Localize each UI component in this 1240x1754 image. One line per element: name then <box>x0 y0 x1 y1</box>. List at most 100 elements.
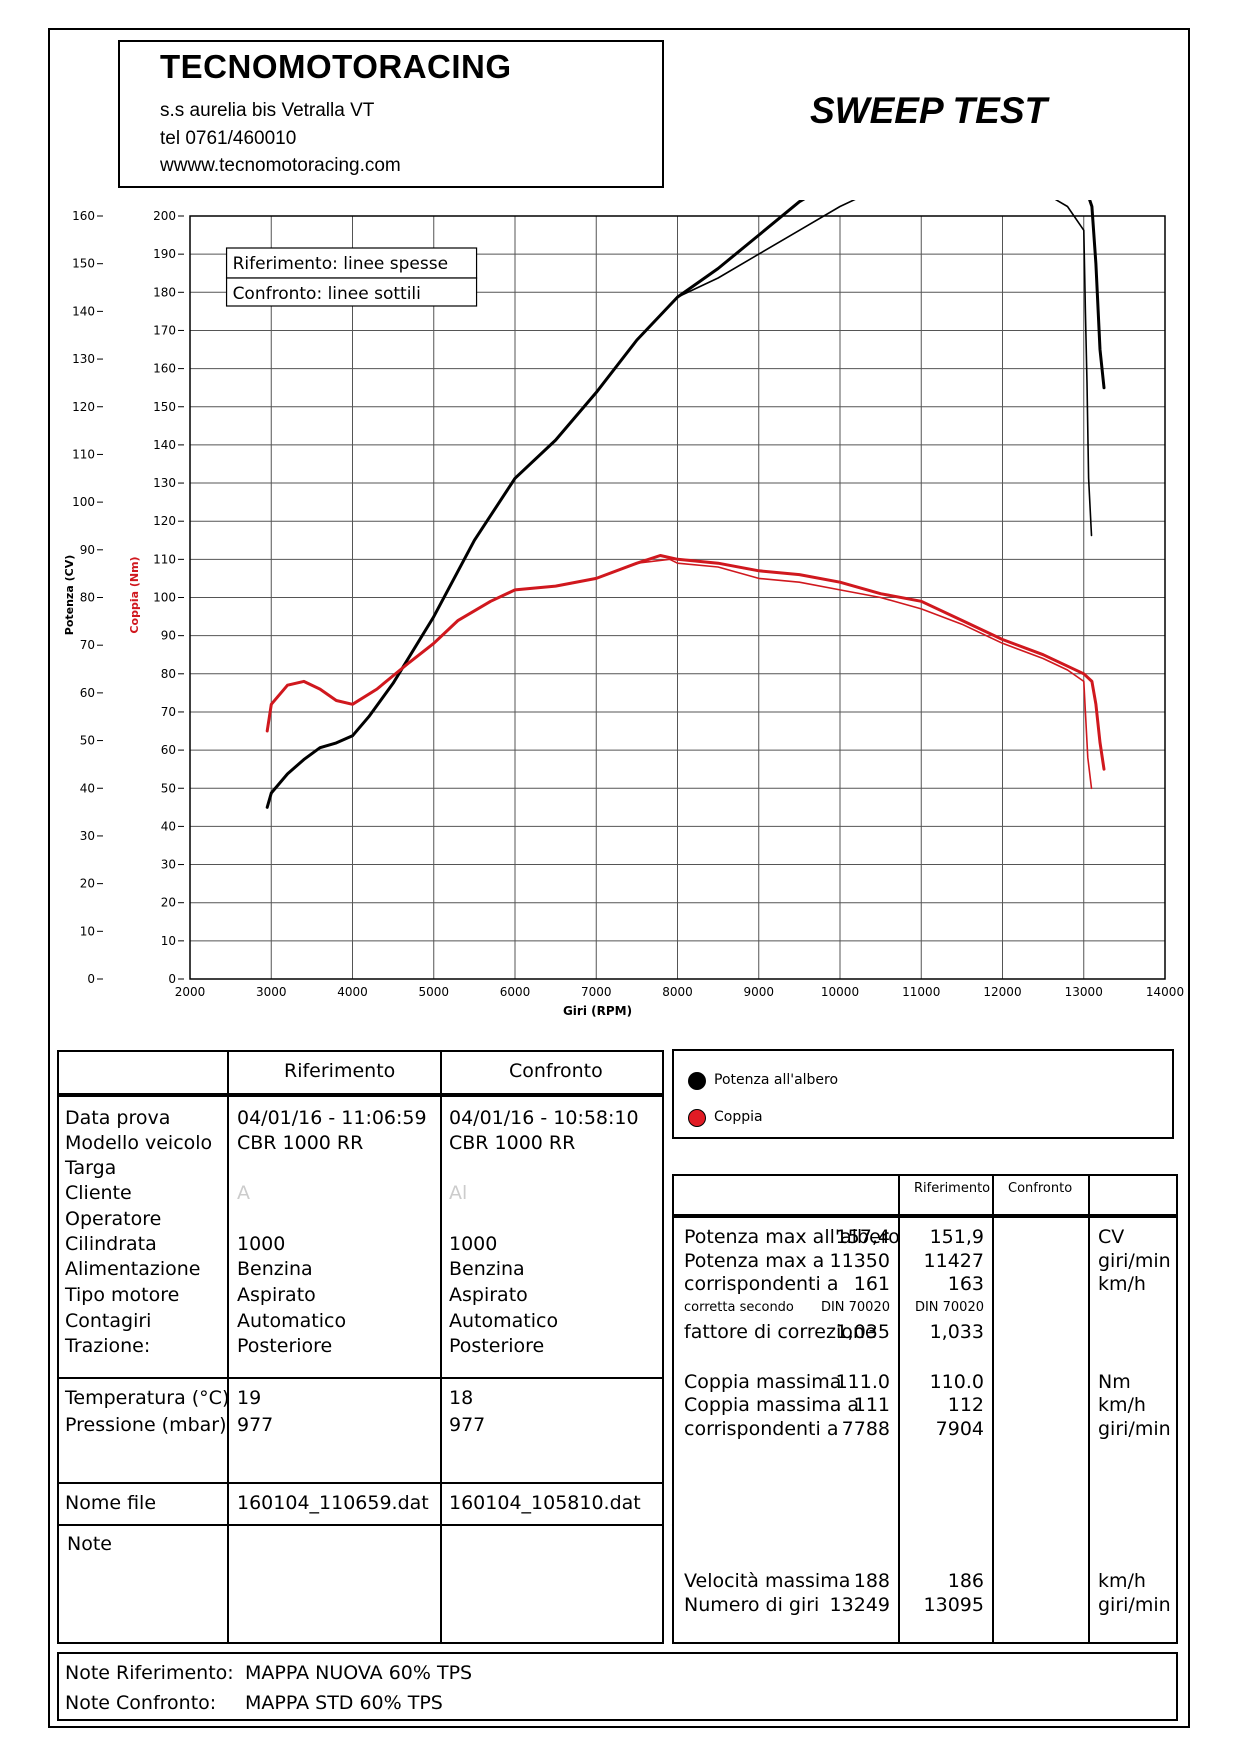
vehicle-cmp-value: 04/01/16 - 10:58:10 <box>449 1107 639 1129</box>
pressure-cmp: 977 <box>449 1414 486 1436</box>
torque-axis-label: Coppia (Nm) <box>128 556 141 633</box>
torque-tick-label: 40 <box>161 819 176 833</box>
result-ref-value: 7788 <box>841 1418 890 1440</box>
vehicle-ref-value: CBR 1000 RR <box>237 1132 364 1154</box>
torque-tick-label: 80 <box>161 667 176 681</box>
power-tick-label: 150 <box>72 257 95 271</box>
vehicle-cmp-value: Benzina <box>449 1258 525 1280</box>
result-ref-value: 161 <box>853 1273 890 1295</box>
note-ref-label: Note Riferimento: <box>65 1662 234 1684</box>
vehicle-ref-value: 04/01/16 - 11:06:59 <box>237 1107 427 1129</box>
company-phone: tel 0761/460010 <box>160 128 297 149</box>
vehicle-label: Cilindrata <box>65 1233 157 1255</box>
dyno-chart: 2000 3000 4000 5000 6000 7000 8000 9000 10000 110… <box>63 200 1184 1018</box>
legend-box: Potenza all'albero Coppia <box>672 1049 1174 1139</box>
result-label: corretta secondo <box>684 1300 794 1315</box>
result-ref-value: 13249 <box>829 1594 890 1616</box>
vehicle-table: Riferimento Confronto Data prova 04/01/16… <box>57 1050 664 1644</box>
x-tick-label: 3000 <box>256 985 287 999</box>
torque-tick-label: 170 <box>153 323 176 337</box>
vehicle-label: Operatore <box>65 1208 162 1230</box>
torque-tick-label: 190 <box>153 247 176 261</box>
result-label: Velocità massima <box>684 1570 851 1592</box>
vehicle-label: Alimentazione <box>65 1258 201 1280</box>
vehicle-ref-value: Benzina <box>237 1258 313 1280</box>
x-tick-label: 5000 <box>418 985 449 999</box>
company-address: s.s aurelia bis Vetralla VT <box>160 100 375 121</box>
power-tick-label: 160 <box>72 209 95 223</box>
vehicle-ref-value: Posteriore <box>237 1335 333 1357</box>
vehicle-label: Cliente <box>65 1182 132 1204</box>
power-tick-label: 90 <box>80 543 95 557</box>
results-col-ref: Riferimento <box>914 1181 991 1196</box>
power-legend-marker <box>688 1072 706 1090</box>
vehicle-label: Tipo motore <box>65 1284 180 1306</box>
legend-line-box-cmp <box>225 277 478 307</box>
pressure-ref: 977 <box>237 1414 274 1436</box>
result-label: Numero di giri <box>684 1594 820 1616</box>
vehicle-cmp-value: Aspirato <box>449 1284 528 1306</box>
note-label: Note <box>67 1533 112 1555</box>
result-cmp-value: DIN 70020 <box>914 1300 984 1315</box>
result-label: Coppia massima a <box>684 1394 860 1416</box>
legend-thick-lines: Riferimento: linee spesse <box>233 254 449 274</box>
note-cmp-label: Note Confronto: <box>65 1692 217 1714</box>
power-tick-label: 120 <box>72 400 95 414</box>
power-tick-label: 80 <box>80 591 95 605</box>
results-col-cmp: Confronto <box>1008 1181 1073 1196</box>
vehicle-label: Modello veicolo <box>65 1132 213 1154</box>
page-frame <box>48 28 1190 1728</box>
result-cmp-value: 151,9 <box>929 1226 984 1248</box>
result-unit: Nm <box>1098 1371 1131 1393</box>
torque-tick-label: 20 <box>161 896 176 910</box>
power-tick-label: 30 <box>80 829 95 843</box>
file-ref: 160104_110659.dat <box>237 1492 429 1514</box>
notes-box: Note Riferimento: MAPPA NUOVA 60% TPS No… <box>57 1652 1178 1721</box>
power-axis-label: Potenza (CV) <box>63 555 76 635</box>
power-tick-label: 110 <box>72 447 95 461</box>
result-ref-value: 157,4 <box>835 1226 890 1248</box>
x-tick-label: 8000 <box>662 985 693 999</box>
vehicle-cmp-value: CBR 1000 RR <box>449 1132 576 1154</box>
result-unit: km/h <box>1098 1273 1146 1295</box>
temperature-ref: 19 <box>237 1387 262 1409</box>
result-cmp-value: 186 <box>947 1570 984 1592</box>
power-tick-label: 0 <box>87 972 95 986</box>
result-unit: km/h <box>1098 1394 1146 1416</box>
torque-tick-label: 160 <box>153 362 176 376</box>
torque-tick-label: 140 <box>153 438 176 452</box>
x-tick-label: 2000 <box>175 985 206 999</box>
power-curve-thin <box>266 200 1093 809</box>
torque-tick-label: 60 <box>161 743 176 757</box>
result-cmp-value: 7904 <box>935 1418 984 1440</box>
vehicle-label: Targa <box>65 1157 117 1179</box>
torque-tick-label: 10 <box>161 934 176 948</box>
result-unit: giri/min <box>1098 1418 1171 1440</box>
torque-tick-label: 180 <box>153 285 176 299</box>
legend-line-box-ref <box>225 247 478 279</box>
vehicle-cmp-value: 1000 <box>449 1233 498 1255</box>
torque-legend-marker <box>688 1109 706 1127</box>
pressure-label: Pressione (mbar) <box>65 1414 227 1436</box>
company-website: wwww.tecnomotoracing.com <box>160 155 401 176</box>
result-unit: CV <box>1098 1226 1125 1248</box>
vehicle-ref-value: 1000 <box>237 1233 286 1255</box>
vehicle-cmp-value: Posteriore <box>449 1335 545 1357</box>
power-tick-label: 60 <box>80 686 95 700</box>
vehicle-ref-value: Automatico <box>237 1310 347 1332</box>
result-label: Coppia massima <box>684 1371 842 1393</box>
vehicle-ref-value: A <box>237 1182 250 1204</box>
torque-tick-label: 50 <box>161 781 176 795</box>
result-label: fattore di correzione <box>684 1321 877 1343</box>
result-label: Potenza max all'albero <box>684 1226 900 1248</box>
results-table: Riferimento Confronto Potenza max all'al… <box>672 1174 1178 1644</box>
file-cmp: 160104_105810.dat <box>449 1492 641 1514</box>
test-title: SWEEP TEST <box>810 90 1048 131</box>
result-cmp-value: 110.0 <box>929 1371 984 1393</box>
result-ref-value: DIN 70020 <box>820 1300 890 1315</box>
result-label: corrispondenti a <box>684 1418 839 1440</box>
result-cmp-value: 11427 <box>923 1250 984 1272</box>
result-unit: giri/min <box>1098 1250 1171 1272</box>
power-tick-label: 10 <box>80 924 95 938</box>
result-unit: giri/min <box>1098 1594 1171 1616</box>
